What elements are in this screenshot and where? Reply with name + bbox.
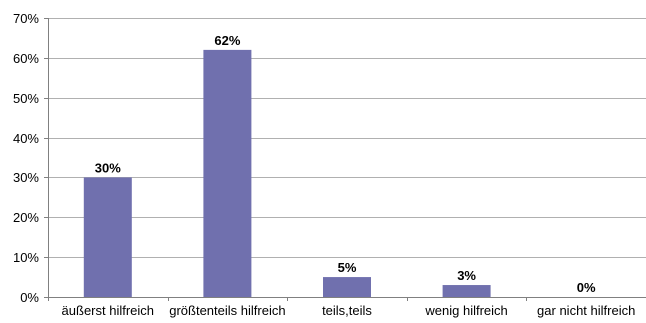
data-label: 62% — [214, 33, 240, 48]
bar — [442, 285, 491, 297]
category-label: teils,teils — [322, 303, 372, 318]
x-axis-category-labels: äußerst hilfreich größtenteils hilfreich t… — [62, 303, 636, 318]
bar — [323, 277, 371, 297]
category-label: größtenteils hilfreich — [169, 303, 285, 318]
data-label: 3% — [457, 268, 476, 283]
bar — [203, 49, 252, 298]
data-label: 5% — [338, 260, 357, 275]
category-label: gar nicht hilfreich — [537, 303, 635, 318]
y-axis-tick-labels: 0% 10% 20% 30% 40% 50% 60% 70% — [13, 11, 39, 305]
y-tick-label: 0% — [20, 290, 39, 305]
data-label: 0% — [577, 280, 596, 295]
y-tick-label: 30% — [13, 170, 39, 185]
bar — [83, 177, 132, 297]
y-tick-label: 70% — [13, 11, 39, 26]
y-tick-label: 50% — [13, 91, 39, 106]
axes — [44, 18, 646, 301]
y-tick-label: 60% — [13, 51, 39, 66]
category-label: wenig hilfreich — [424, 303, 507, 318]
y-tick-label: 40% — [13, 131, 39, 146]
data-labels: 30% 62% 5% 3% 0% — [95, 33, 596, 295]
bars — [83, 49, 491, 298]
y-tick-label: 20% — [13, 210, 39, 225]
grid-lines — [48, 18, 646, 258]
data-label: 30% — [95, 160, 121, 175]
category-label: äußerst hilfreich — [62, 303, 154, 318]
y-tick-label: 10% — [13, 250, 39, 265]
